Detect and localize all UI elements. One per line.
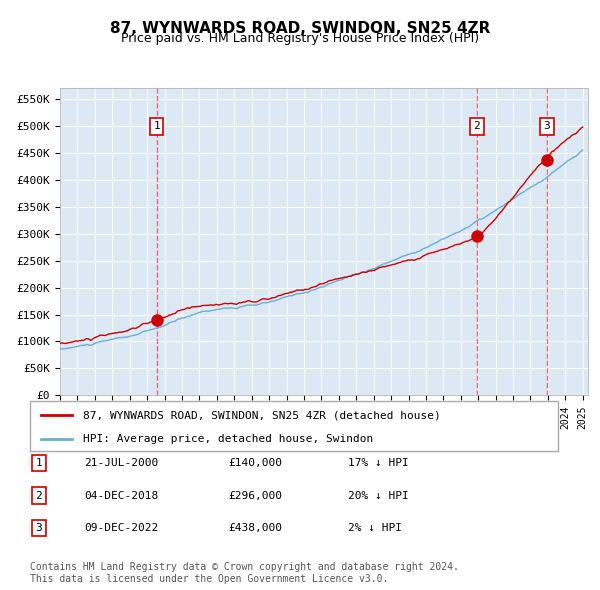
Text: 17% ↓ HPI: 17% ↓ HPI xyxy=(348,458,409,468)
Text: 1: 1 xyxy=(35,458,43,468)
FancyBboxPatch shape xyxy=(30,401,558,451)
Text: 3: 3 xyxy=(544,121,550,131)
Text: £296,000: £296,000 xyxy=(228,491,282,500)
Text: Contains HM Land Registry data © Crown copyright and database right 2024.
This d: Contains HM Land Registry data © Crown c… xyxy=(30,562,459,584)
Text: £140,000: £140,000 xyxy=(228,458,282,468)
Text: 09-DEC-2022: 09-DEC-2022 xyxy=(84,523,158,533)
Text: 87, WYNWARDS ROAD, SWINDON, SN25 4ZR (detached house): 87, WYNWARDS ROAD, SWINDON, SN25 4ZR (de… xyxy=(83,410,440,420)
Text: 2: 2 xyxy=(473,121,480,131)
Text: 04-DEC-2018: 04-DEC-2018 xyxy=(84,491,158,500)
Text: 2% ↓ HPI: 2% ↓ HPI xyxy=(348,523,402,533)
Text: 1: 1 xyxy=(154,121,160,131)
Text: £438,000: £438,000 xyxy=(228,523,282,533)
Text: Price paid vs. HM Land Registry's House Price Index (HPI): Price paid vs. HM Land Registry's House … xyxy=(121,32,479,45)
Text: 2: 2 xyxy=(35,491,43,500)
Text: 3: 3 xyxy=(35,523,43,533)
Text: 21-JUL-2000: 21-JUL-2000 xyxy=(84,458,158,468)
Text: HPI: Average price, detached house, Swindon: HPI: Average price, detached house, Swin… xyxy=(83,434,373,444)
Text: 20% ↓ HPI: 20% ↓ HPI xyxy=(348,491,409,500)
Text: 87, WYNWARDS ROAD, SWINDON, SN25 4ZR: 87, WYNWARDS ROAD, SWINDON, SN25 4ZR xyxy=(110,21,490,35)
